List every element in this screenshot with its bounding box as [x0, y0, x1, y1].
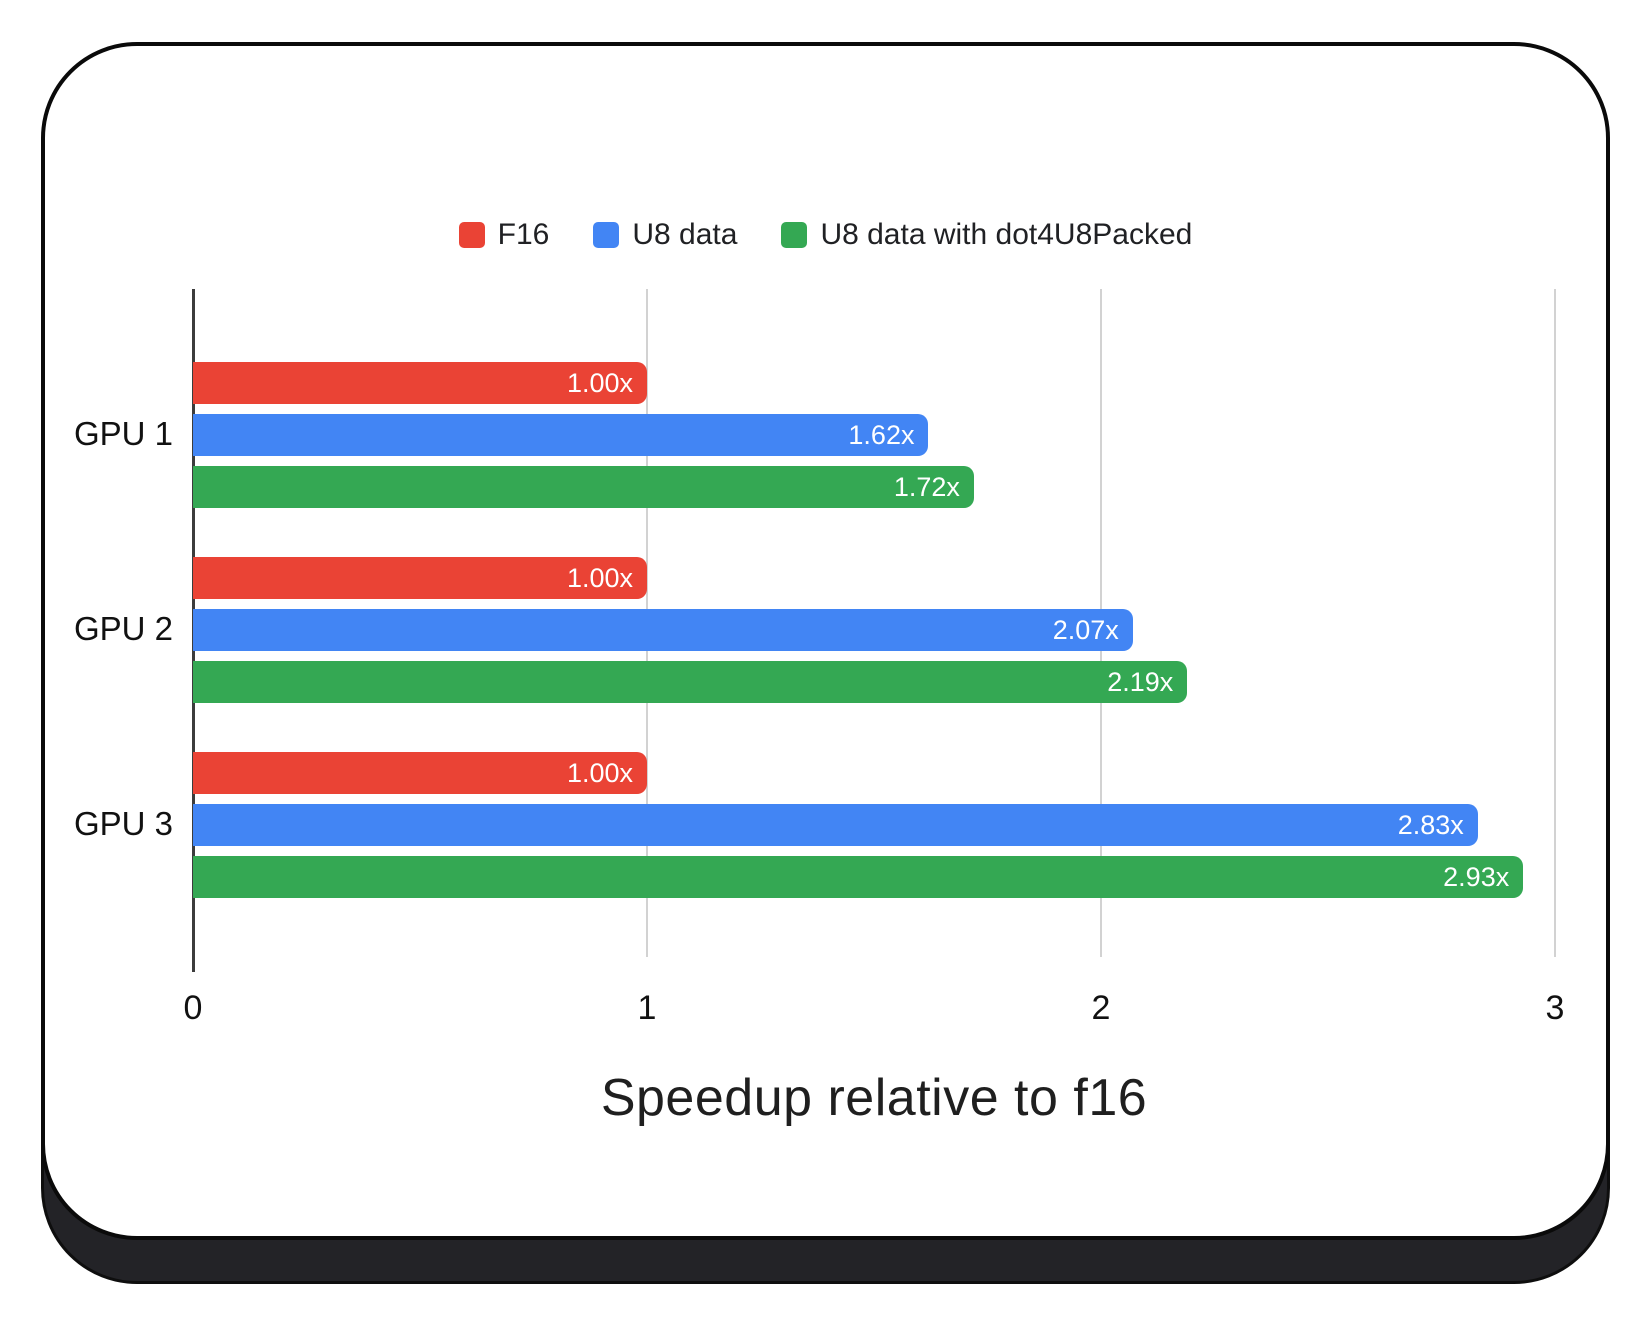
bar: 1.72x: [193, 466, 974, 508]
x-tick-label: 1: [637, 989, 657, 1027]
bar-value-label: 2.19x: [1107, 666, 1174, 697]
x-tick-label: 2: [1091, 989, 1111, 1027]
bar-value-label: 1.00x: [566, 562, 633, 593]
plot-area: 0 1 2 3 GPU 1 1.00x 1.62x 1.72x GPU 2 1.00x 2.07x 2…: [74, 289, 1564, 1027]
category-label: GPU 3: [73, 805, 173, 842]
legend-label: F16: [497, 218, 550, 251]
category-label: GPU 1: [73, 415, 173, 452]
legend-swatch-icon: [781, 222, 808, 248]
legend-label: U8 data: [632, 218, 738, 251]
bar-value-label: 2.93x: [1443, 861, 1510, 892]
bar: 1.62x: [193, 414, 929, 456]
bar: 2.07x: [193, 609, 1133, 651]
x-tick-label: 0: [183, 989, 203, 1027]
category-label: GPU 2: [73, 610, 173, 647]
gridline: [1554, 289, 1556, 957]
bar: 2.83x: [193, 804, 1478, 846]
x-tick-label: 3: [1545, 989, 1565, 1027]
legend-item: U8 data: [593, 218, 737, 252]
bar: 1.00x: [193, 557, 647, 599]
legend-swatch-icon: [593, 222, 620, 248]
legend-item: U8 data with dot4U8Packed: [781, 218, 1192, 252]
bar: 2.19x: [193, 661, 1188, 703]
legend-item: F16: [458, 218, 550, 252]
bar-value-label: 1.00x: [566, 757, 633, 788]
bar: 2.93x: [193, 856, 1524, 898]
chart-card: F16 U8 data U8 data with dot4U8Packed 0 1 2 3…: [41, 42, 1610, 1240]
bar-value-label: 2.07x: [1052, 614, 1119, 645]
legend-label: U8 data with dot4U8Packed: [820, 218, 1193, 251]
chart-legend: F16 U8 data U8 data with dot4U8Packed: [45, 218, 1606, 252]
bar: 1.00x: [193, 752, 647, 794]
x-axis-title: Speedup relative to f16: [600, 1069, 1148, 1127]
bar-value-label: 1.62x: [848, 419, 915, 450]
bar-value-label: 2.83x: [1397, 809, 1464, 840]
bar-value-label: 1.72x: [893, 471, 960, 502]
bar: 1.00x: [193, 362, 647, 404]
legend-swatch-icon: [458, 222, 485, 248]
bar-value-label: 1.00x: [566, 367, 633, 398]
